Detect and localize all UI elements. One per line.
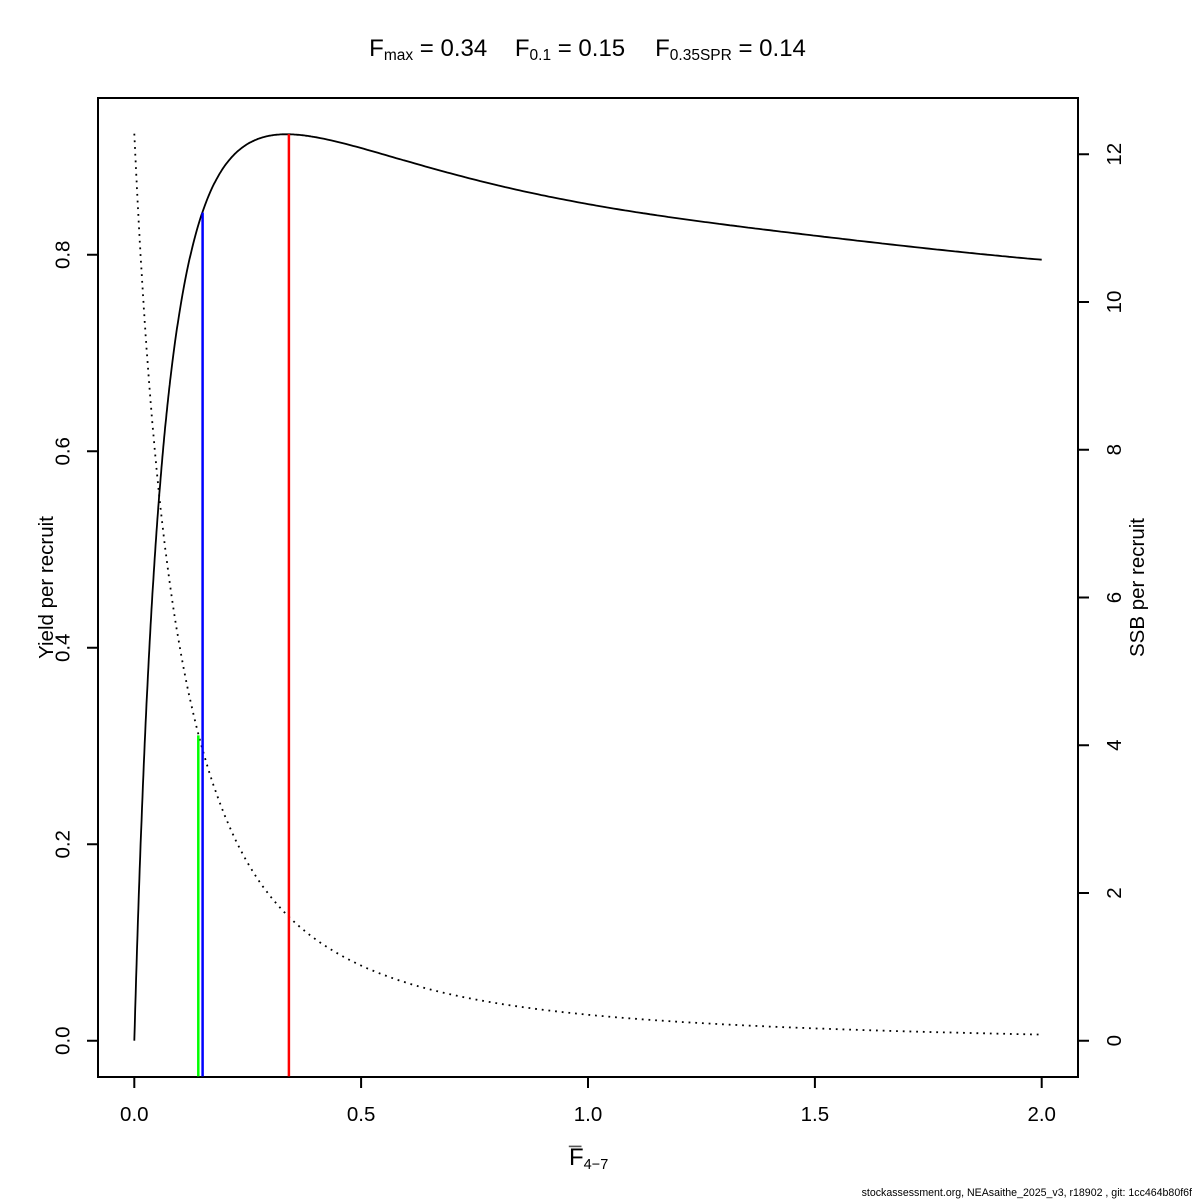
svg-text:SSB per recruit: SSB per recruit [1126,518,1149,657]
svg-text:10: 10 [1103,291,1126,314]
svg-text:0.2: 0.2 [52,830,75,859]
svg-text:1.5: 1.5 [801,1103,830,1126]
svg-text:0: 0 [1103,1035,1126,1046]
svg-text:2.0: 2.0 [1027,1103,1056,1126]
svg-text:8: 8 [1103,444,1126,455]
svg-text:0.5: 0.5 [347,1103,376,1126]
svg-text:0.0: 0.0 [52,1026,75,1055]
svg-text:4: 4 [1103,739,1126,750]
svg-text:0.8: 0.8 [52,241,75,269]
svg-text:6: 6 [1103,592,1126,603]
svg-text:2: 2 [1103,887,1126,898]
svg-text:0.6: 0.6 [52,437,75,466]
svg-text:12: 12 [1103,143,1126,166]
svg-text:0.0: 0.0 [120,1103,149,1126]
svg-text:Yield per recruit: Yield per recruit [35,516,58,659]
svg-text:0.4: 0.4 [52,634,75,663]
svg-text:1.0: 1.0 [574,1103,603,1126]
svg-text:stockassessment.org, NEAsaithe: stockassessment.org, NEAsaithe_2025_v3, … [862,1187,1192,1199]
